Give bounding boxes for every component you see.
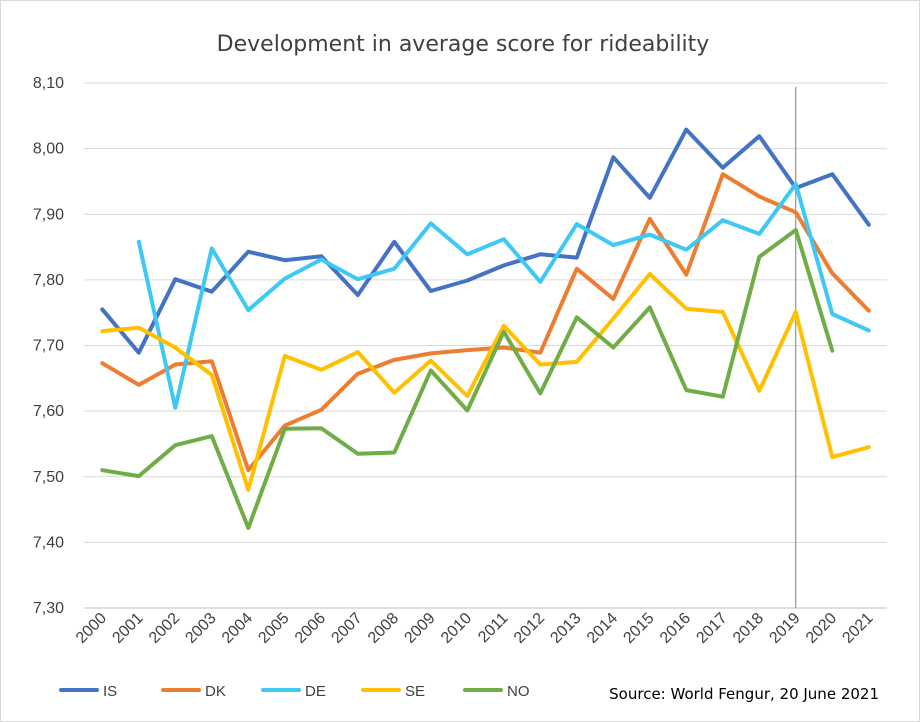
x-tick-label: 2000: [73, 610, 110, 647]
x-tick-label: 2008: [365, 610, 402, 647]
x-tick-label: 2014: [584, 610, 621, 647]
x-tick-label: 2010: [438, 610, 475, 647]
legend-label-no: NO: [507, 683, 530, 700]
legend-label-de: DE: [305, 683, 326, 700]
x-tick-label: 2017: [693, 610, 730, 647]
y-tick-label: 7,70: [33, 338, 64, 355]
x-tick-label: 2020: [803, 610, 840, 647]
x-tick-label: 2019: [766, 610, 803, 647]
series-lines: [100, 127, 871, 530]
x-tick-label: 2015: [620, 610, 657, 647]
x-tick-label: 2006: [292, 610, 329, 647]
x-tick-label: 2002: [146, 610, 183, 647]
y-tick-label: 7,30: [33, 600, 64, 617]
legend-label-dk: DK: [205, 683, 226, 700]
x-tick-label: 2011: [475, 610, 511, 646]
series-line-se: [100, 272, 871, 492]
x-tick-label: 2004: [219, 610, 256, 647]
x-axis-ticks: 2000 2001 2002 2003 2004 2005 2006 2007 2008 2009…: [73, 610, 877, 647]
x-tick-label: 2018: [730, 610, 767, 647]
y-tick-label: 8,10: [33, 75, 64, 92]
y-tick-label: 7,40: [33, 534, 64, 551]
y-axis-ticks: 7,30 7,40 7,50 7,60 7,70 7,80 7,90 8,00 8,10: [33, 75, 64, 617]
y-tick-label: 7,80: [33, 272, 64, 289]
x-tick-label: 2003: [182, 610, 219, 647]
chart-title: Development in average score for rideabi…: [217, 32, 710, 57]
series-line-no: [100, 228, 835, 530]
y-tick-label: 7,90: [33, 206, 64, 223]
x-tick-label: 2013: [547, 610, 584, 647]
x-tick-label: 2021: [839, 610, 876, 647]
legend-label-is: IS: [103, 683, 117, 700]
x-tick-label: 2009: [401, 610, 438, 647]
y-tick-label: 7,50: [33, 469, 64, 486]
x-tick-label: 2016: [657, 610, 694, 647]
series-line-dk: [100, 172, 871, 473]
series-line-de: [136, 182, 871, 410]
x-tick-label: 2005: [255, 610, 292, 647]
x-tick-label: 2012: [511, 610, 548, 647]
gridlines: [84, 82, 887, 609]
y-tick-label: 7,60: [33, 403, 64, 420]
x-tick-label: 2001: [109, 610, 146, 647]
legend: IS DK DE SE NO: [59, 683, 530, 700]
y-tick-label: 8,00: [33, 141, 64, 158]
source-note: Source: World Fengur, 20 June 2021: [609, 685, 879, 703]
series-line-is: [100, 127, 871, 355]
x-tick-label: 2007: [328, 610, 365, 647]
legend-label-se: SE: [405, 683, 425, 700]
